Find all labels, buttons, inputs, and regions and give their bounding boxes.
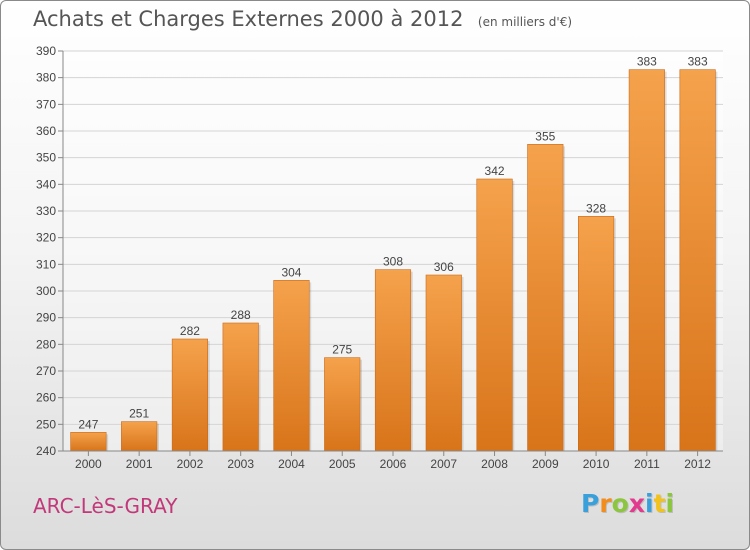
- bar-value-label: 306: [434, 260, 454, 274]
- bar-value-label: 304: [281, 265, 301, 279]
- x-tick-label: 2011: [634, 457, 660, 471]
- bar-value-label: 383: [688, 55, 708, 69]
- y-tick-label: 330: [36, 204, 56, 218]
- bar: [578, 216, 615, 452]
- x-tick-label: 2001: [126, 457, 153, 471]
- axes: 240 250 260 270 280 290 300 310 320 330 340 350 360 3…: [36, 44, 723, 471]
- y-tick-label: 320: [36, 231, 56, 245]
- bar: [527, 144, 564, 452]
- bar-value-label: 308: [383, 255, 403, 269]
- y-tick-label: 300: [36, 284, 56, 298]
- y-tick-label: 290: [36, 311, 56, 325]
- x-tick-label: 2009: [532, 457, 559, 471]
- bar-value-label: 275: [332, 343, 352, 357]
- x-tick-label: 2007: [430, 457, 457, 471]
- y-tick-label: 240: [36, 444, 56, 458]
- brand-logo-letter: o: [611, 489, 629, 518]
- y-tick-label: 260: [36, 391, 56, 405]
- y-tick-label: 390: [36, 44, 56, 58]
- y-tick-label: 380: [36, 71, 56, 85]
- brand-logo-letter: x: [628, 489, 645, 518]
- y-tick-label: 280: [36, 337, 56, 351]
- bar: [476, 178, 513, 452]
- bar: [679, 69, 716, 452]
- bar: [273, 280, 310, 452]
- brand-logo-letter: i: [665, 489, 675, 518]
- x-tick-label: 2004: [278, 457, 305, 471]
- bar: [628, 69, 665, 452]
- bar-value-label: 383: [637, 55, 657, 69]
- y-tick-label: 350: [36, 151, 56, 165]
- bar: [324, 357, 361, 452]
- brand-logo-letter: i: [645, 489, 654, 518]
- x-tick-label: 2000: [75, 457, 102, 471]
- bar: [425, 274, 462, 452]
- y-tick-label: 270: [36, 364, 56, 378]
- bar: [222, 322, 259, 452]
- brand-logo-letter: t: [653, 489, 666, 518]
- bar: [171, 338, 208, 452]
- bar: [70, 432, 107, 452]
- bar-value-label: 288: [231, 308, 251, 322]
- x-tick-label: 2003: [227, 457, 254, 471]
- commune-name: ARC-LèS-GRAY: [33, 494, 178, 518]
- x-tick-label: 2008: [481, 457, 508, 471]
- x-tick-label: 2002: [177, 457, 204, 471]
- bar-value-label: 247: [78, 417, 98, 431]
- brand-logo-letter: r: [599, 489, 612, 518]
- y-tick-label: 360: [36, 124, 56, 138]
- y-tick-label: 250: [36, 417, 56, 431]
- chart-unit: (en milliers d'€): [477, 15, 573, 29]
- bar-value-label: 342: [485, 164, 505, 178]
- x-tick-label: 2006: [380, 457, 407, 471]
- x-tick-label: 2005: [329, 457, 356, 471]
- bar-value-label: 328: [586, 201, 606, 215]
- bar-value-label: 355: [535, 129, 555, 143]
- title-row: Achats et Charges Externes 2000 à 2012 (…: [33, 7, 572, 31]
- y-tick-label: 370: [36, 97, 56, 111]
- y-tick-label: 310: [36, 257, 56, 271]
- chart-title: Achats et Charges Externes 2000 à 2012: [33, 7, 464, 31]
- bar: [121, 421, 158, 452]
- x-tick-label: 2010: [583, 457, 610, 471]
- brand-logo: Proxiti: [581, 489, 674, 518]
- brand-logo-letter: P: [581, 489, 600, 518]
- bars: 247 251 282 288 304 275 308 306 342 355 328 383 383: [70, 55, 718, 452]
- x-tick-label: 2012: [684, 457, 711, 471]
- y-tick-label: 340: [36, 177, 56, 191]
- bar-value-label: 251: [129, 407, 149, 421]
- bar-value-label: 282: [180, 324, 200, 338]
- bar: [374, 269, 412, 452]
